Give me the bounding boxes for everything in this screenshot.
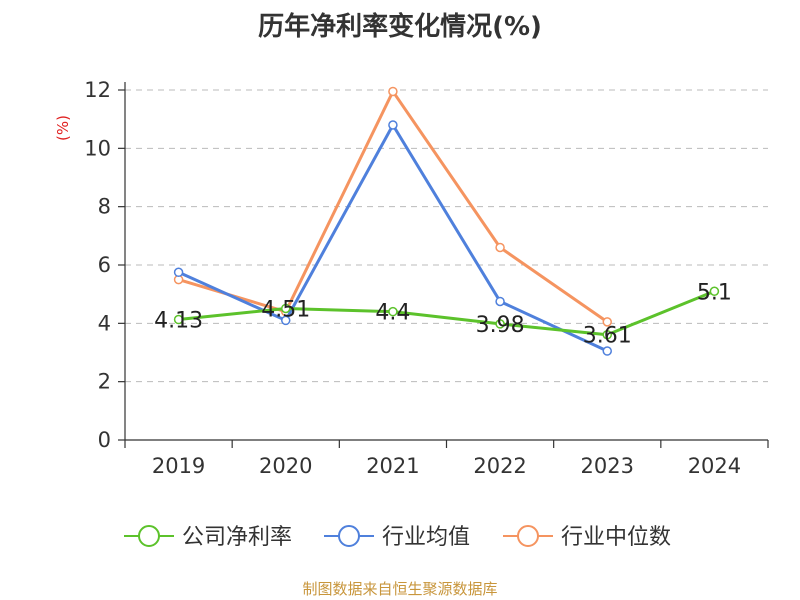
data-point: [281, 303, 291, 314]
legend: 公司净利率 行业均值 行业中位数: [124, 525, 671, 550]
data-point: [388, 86, 398, 97]
data-point: [602, 329, 612, 340]
x-tick-label: 2022: [473, 454, 526, 478]
data-point: [602, 317, 612, 327]
data-label: 4.4: [375, 301, 410, 326]
x-tick-label: 2021: [366, 454, 419, 478]
series-line: [178, 289, 715, 337]
data-point: [495, 242, 505, 253]
legend-marker: [138, 525, 160, 547]
data-point: [602, 346, 612, 356]
data-point: [281, 315, 291, 326]
legend-item: 行业均值: [324, 525, 470, 550]
legend-item: 公司净利率: [124, 525, 292, 550]
data-labels: 4.13 4.51 4.4 3.98 3.61 5.1: [154, 280, 732, 348]
x-tick-label: 2023: [581, 454, 634, 478]
y-axis-ticks: 0 2 4 6 8 10 12: [84, 78, 125, 452]
data-point: [709, 286, 720, 296]
data-point: [388, 120, 398, 130]
gridlines: [125, 89, 768, 383]
data-label: 3.98: [476, 313, 525, 338]
y-tick-label: 10: [84, 136, 111, 160]
y-tick-label: 4: [98, 311, 111, 335]
x-tick-label: 2024: [688, 454, 741, 478]
chart-title: 历年净利率变化情况(%): [258, 12, 542, 42]
y-tick-label: 0: [98, 428, 111, 452]
x-tick-label: 2019: [152, 454, 205, 478]
series-lines: [173, 86, 720, 356]
data-label: 4.51: [261, 297, 310, 322]
data-point: [495, 296, 505, 307]
legend-label: 行业中位数: [561, 525, 671, 550]
legend-label: 行业均值: [382, 525, 470, 550]
legend-marker: [517, 525, 539, 547]
data-point: [388, 306, 398, 317]
data-label: 5.1: [697, 280, 732, 305]
axes: [124, 82, 768, 441]
y-tick-label: 6: [98, 253, 111, 277]
legend-item: 行业中位数: [503, 525, 671, 550]
x-tick-label: 2020: [259, 454, 312, 478]
y-tick-label: 2: [98, 370, 111, 394]
legend-label: 公司净利率: [182, 525, 292, 550]
y-axis-label: (%): [54, 115, 72, 141]
y-tick-label: 12: [84, 78, 111, 102]
data-label: 4.13: [154, 309, 203, 334]
data-label: 3.61: [583, 324, 632, 349]
y-tick-label: 8: [98, 195, 111, 219]
data-point: [173, 267, 184, 278]
data-point: [495, 319, 505, 329]
data-point: [173, 314, 184, 325]
x-axis-ticks: 2019 2020 2021 2022 2023 2024: [124, 440, 769, 478]
source-note: 制图数据来自恒生聚源数据库: [302, 580, 498, 598]
legend-marker: [338, 525, 360, 547]
